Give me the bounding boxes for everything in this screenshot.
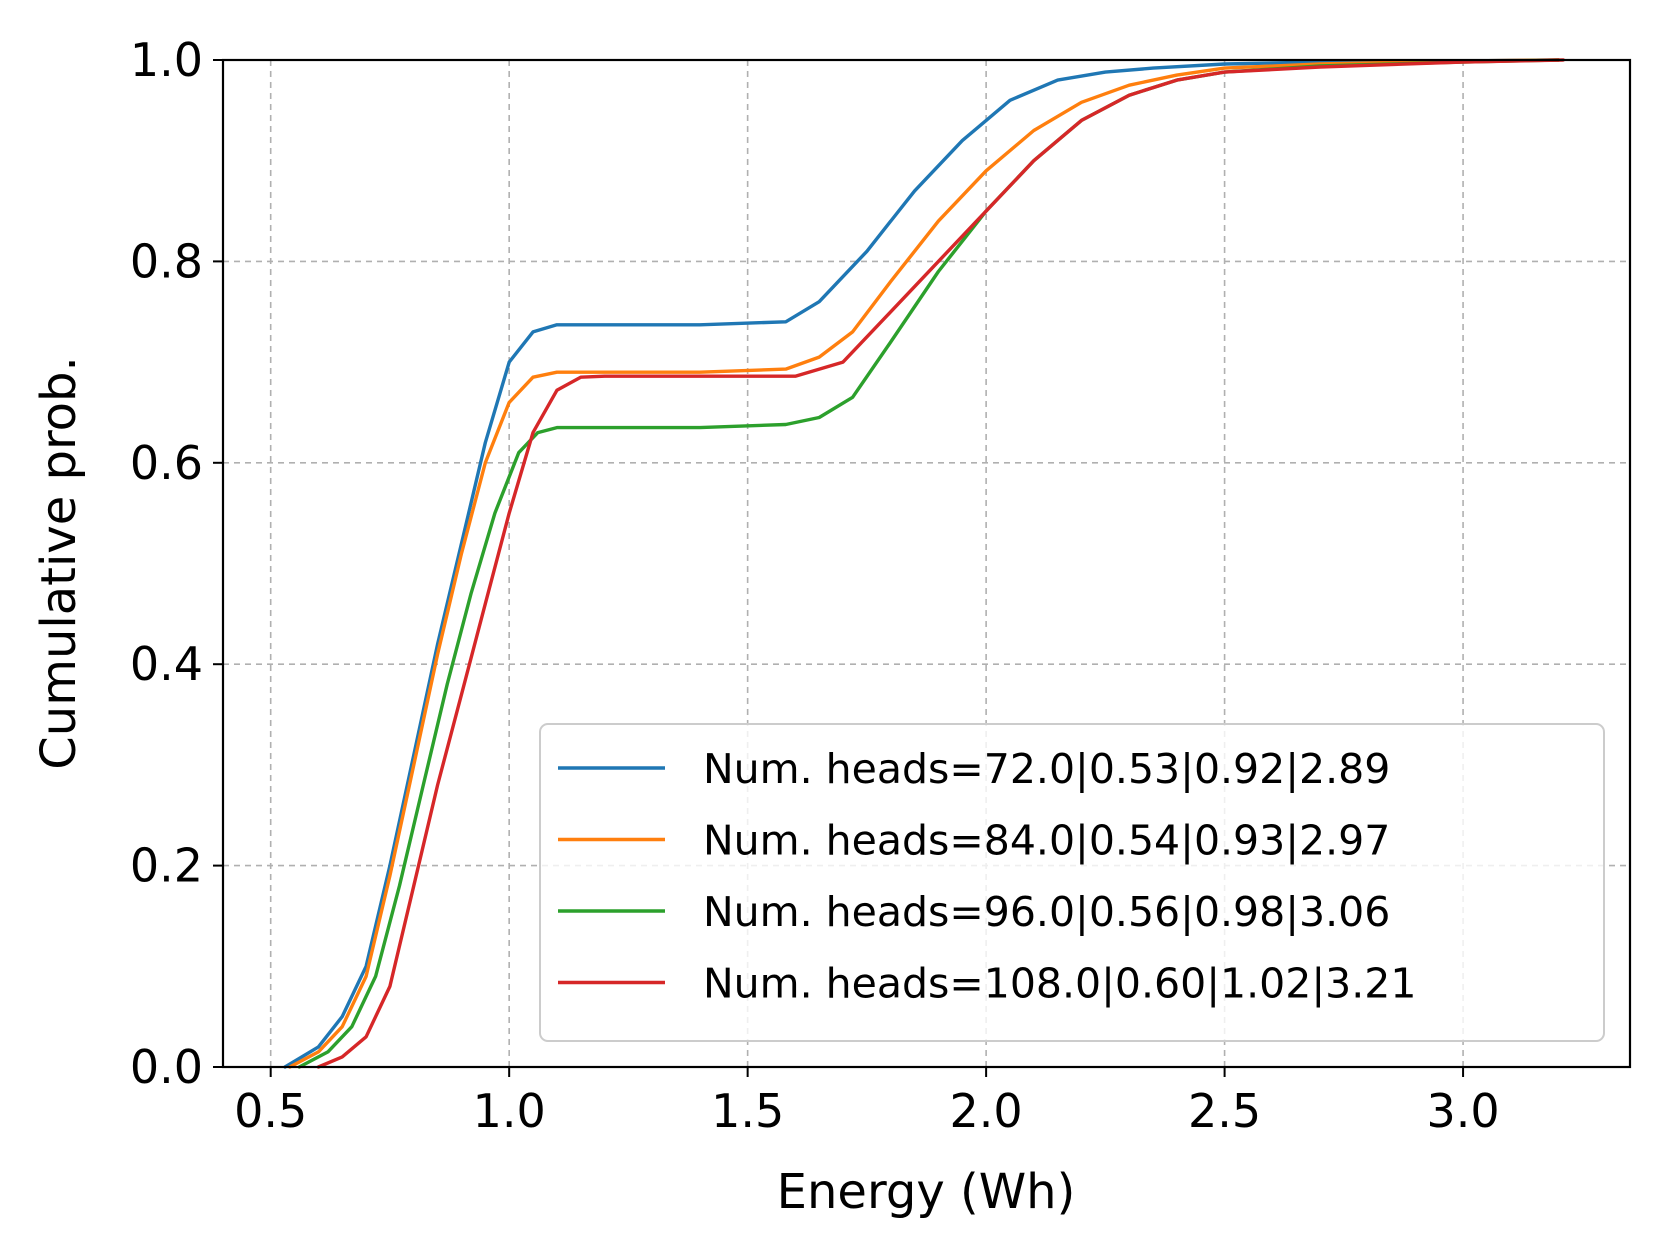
legend-label-4: Num. heads=108.0|0.60|1.02|3.21: [703, 960, 1416, 1008]
series-line-1: [283, 58, 1561, 1069]
x-axis-label: Energy (Wh): [777, 1164, 1076, 1220]
x-tick-label: 0.5: [234, 1084, 307, 1138]
y-tick-label: 0.0: [130, 1040, 203, 1094]
legend-label-3: Num. heads=96.0|0.56|0.98|3.06: [703, 888, 1390, 936]
y-tick-label: 0.4: [130, 637, 203, 691]
series-line-2: [288, 58, 1561, 1069]
y-tick-label: 0.6: [130, 436, 203, 490]
x-tick-label: 2.0: [950, 1084, 1023, 1138]
legend-label-1: Num. heads=72.0|0.53|0.92|2.89: [703, 745, 1390, 793]
series-layer: [283, 58, 1565, 1069]
legend: Num. heads=72.0|0.53|0.92|2.89 Num. heads…: [539, 723, 1605, 1042]
plot-frame: [221, 58, 1632, 1069]
y-tick-label: 0.2: [130, 839, 203, 893]
y-axis-label: Cumulative prob.: [31, 356, 87, 769]
x-tick-label: 1.5: [711, 1084, 784, 1138]
x-tick-label: 3.0: [1426, 1084, 1499, 1138]
x-tick-label: 1.0: [473, 1084, 546, 1138]
y-tick-label: 1.0: [130, 33, 203, 87]
x-tick-label: 2.5: [1188, 1084, 1261, 1138]
ticks: 0.5 1.0 1.5 2.0 2.5 3.0 0.0 0.2 0.4 0.6 0.8 1.0: [130, 33, 1500, 1138]
legend-box: [539, 723, 1605, 1042]
y-tick-label: 0.8: [130, 234, 203, 288]
legend-label-2: Num. heads=84.0|0.54|0.93|2.97: [703, 817, 1390, 865]
series-line-4: [316, 58, 1565, 1069]
